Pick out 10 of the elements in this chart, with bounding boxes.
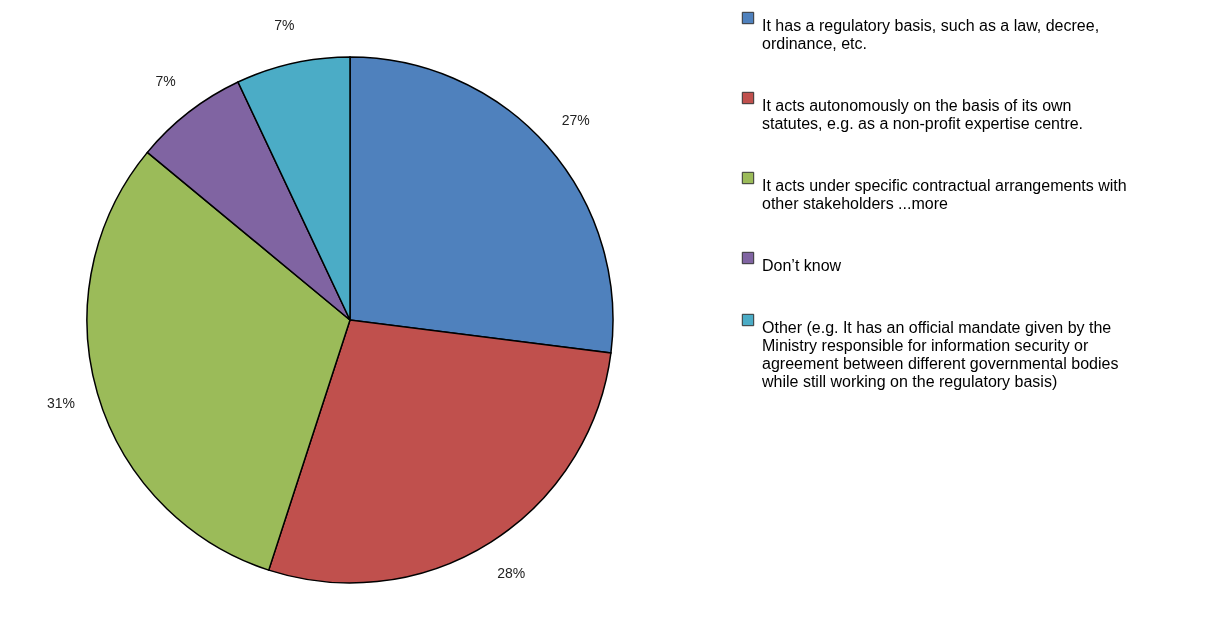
legend-label: Other (e.g. It has an official mandate given by the Ministry responsible for information security or agreement between different governmental bodies while still working on the regulatory basis)	[761, 319, 1119, 390]
data-label: 7%	[274, 17, 295, 34]
legend-label: It has a regulatory basis, such as a law, decree, ordinance, etc.	[762, 17, 1100, 52]
data-label: 7%	[155, 73, 176, 90]
data-label: 31%	[46, 394, 75, 411]
legend-label: It acts under specific contractual arrangements with other stakeholders ...more	[762, 177, 1127, 212]
legend-label: It acts autonomously on the basis of its own statutes, e.g. as a non-profit expertise centre.	[762, 97, 1084, 132]
data-label: 28%	[497, 565, 526, 582]
data-label: 27%	[561, 111, 590, 128]
legend-label: Don’t know	[762, 257, 842, 274]
